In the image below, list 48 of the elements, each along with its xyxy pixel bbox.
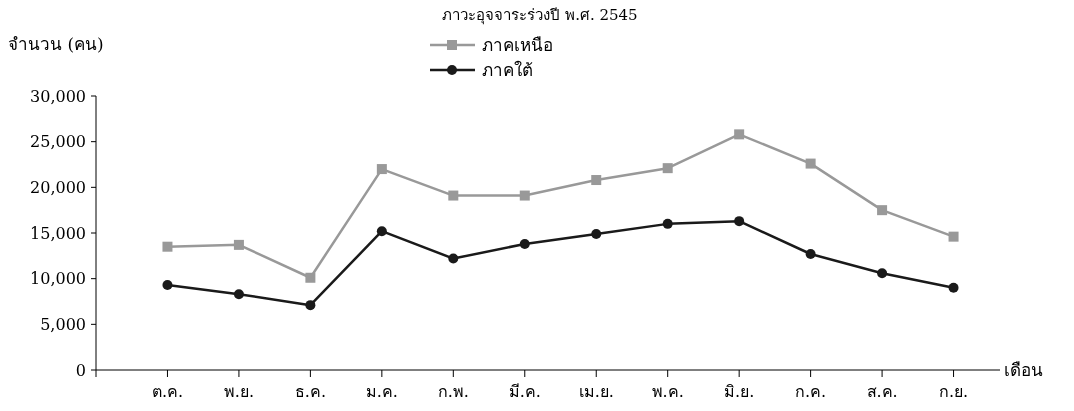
y-tick-label: 15,000 (30, 223, 86, 243)
point (662, 218, 673, 229)
point (805, 158, 816, 169)
point (448, 190, 459, 201)
point (305, 272, 316, 283)
point (233, 239, 244, 250)
point (162, 241, 173, 252)
x-tick-label: ต.ค. (151, 382, 184, 401)
x-tick-label: มิ.ย. (724, 382, 755, 401)
y-tick-label: 5,000 (40, 314, 86, 334)
y-tick-label: 30,000 (30, 86, 86, 106)
chart-title: ภาวะอุจจาระร่วงปี พ.ศ. 2545 (442, 6, 638, 25)
x-tick-label: ธ.ค. (294, 382, 326, 401)
y-tick-label: 0 (75, 360, 86, 380)
x-tick-label: พ.ค. (651, 382, 684, 401)
y-tick-label: 20,000 (30, 177, 86, 197)
legend-label: ภาคใต้ (482, 59, 533, 80)
x-tick-label: ก.พ. (437, 382, 469, 401)
point (519, 190, 530, 201)
point (734, 216, 745, 227)
point (734, 129, 745, 140)
legend-label: ภาคเหนือ (482, 34, 553, 55)
point (662, 163, 673, 174)
x-tick-label: ม.ค. (365, 382, 398, 401)
point (877, 268, 888, 279)
x-tick-label: เม.ย. (578, 382, 614, 401)
x-tick-label: มี.ค. (508, 382, 541, 401)
point (519, 238, 530, 249)
point (448, 253, 459, 264)
x-axis-title: เดือน (1004, 360, 1043, 380)
x-tick-label: ส.ค. (866, 382, 898, 401)
point (877, 205, 888, 216)
point (948, 282, 959, 293)
x-tick-label: ก.ย. (938, 382, 969, 401)
point (591, 228, 602, 239)
point (376, 226, 387, 237)
x-tick-label: พ.ย. (223, 382, 255, 401)
y-axis-title: จำนวน (คน) (8, 34, 104, 54)
point (591, 175, 602, 186)
point (233, 289, 244, 300)
point (376, 164, 387, 175)
point (305, 300, 316, 311)
y-tick-label: 25,000 (30, 132, 86, 152)
y-tick-label: 10,000 (30, 269, 86, 289)
point (805, 249, 816, 260)
point (948, 231, 959, 242)
point (162, 280, 173, 291)
x-tick-label: ก.ค. (795, 382, 827, 401)
